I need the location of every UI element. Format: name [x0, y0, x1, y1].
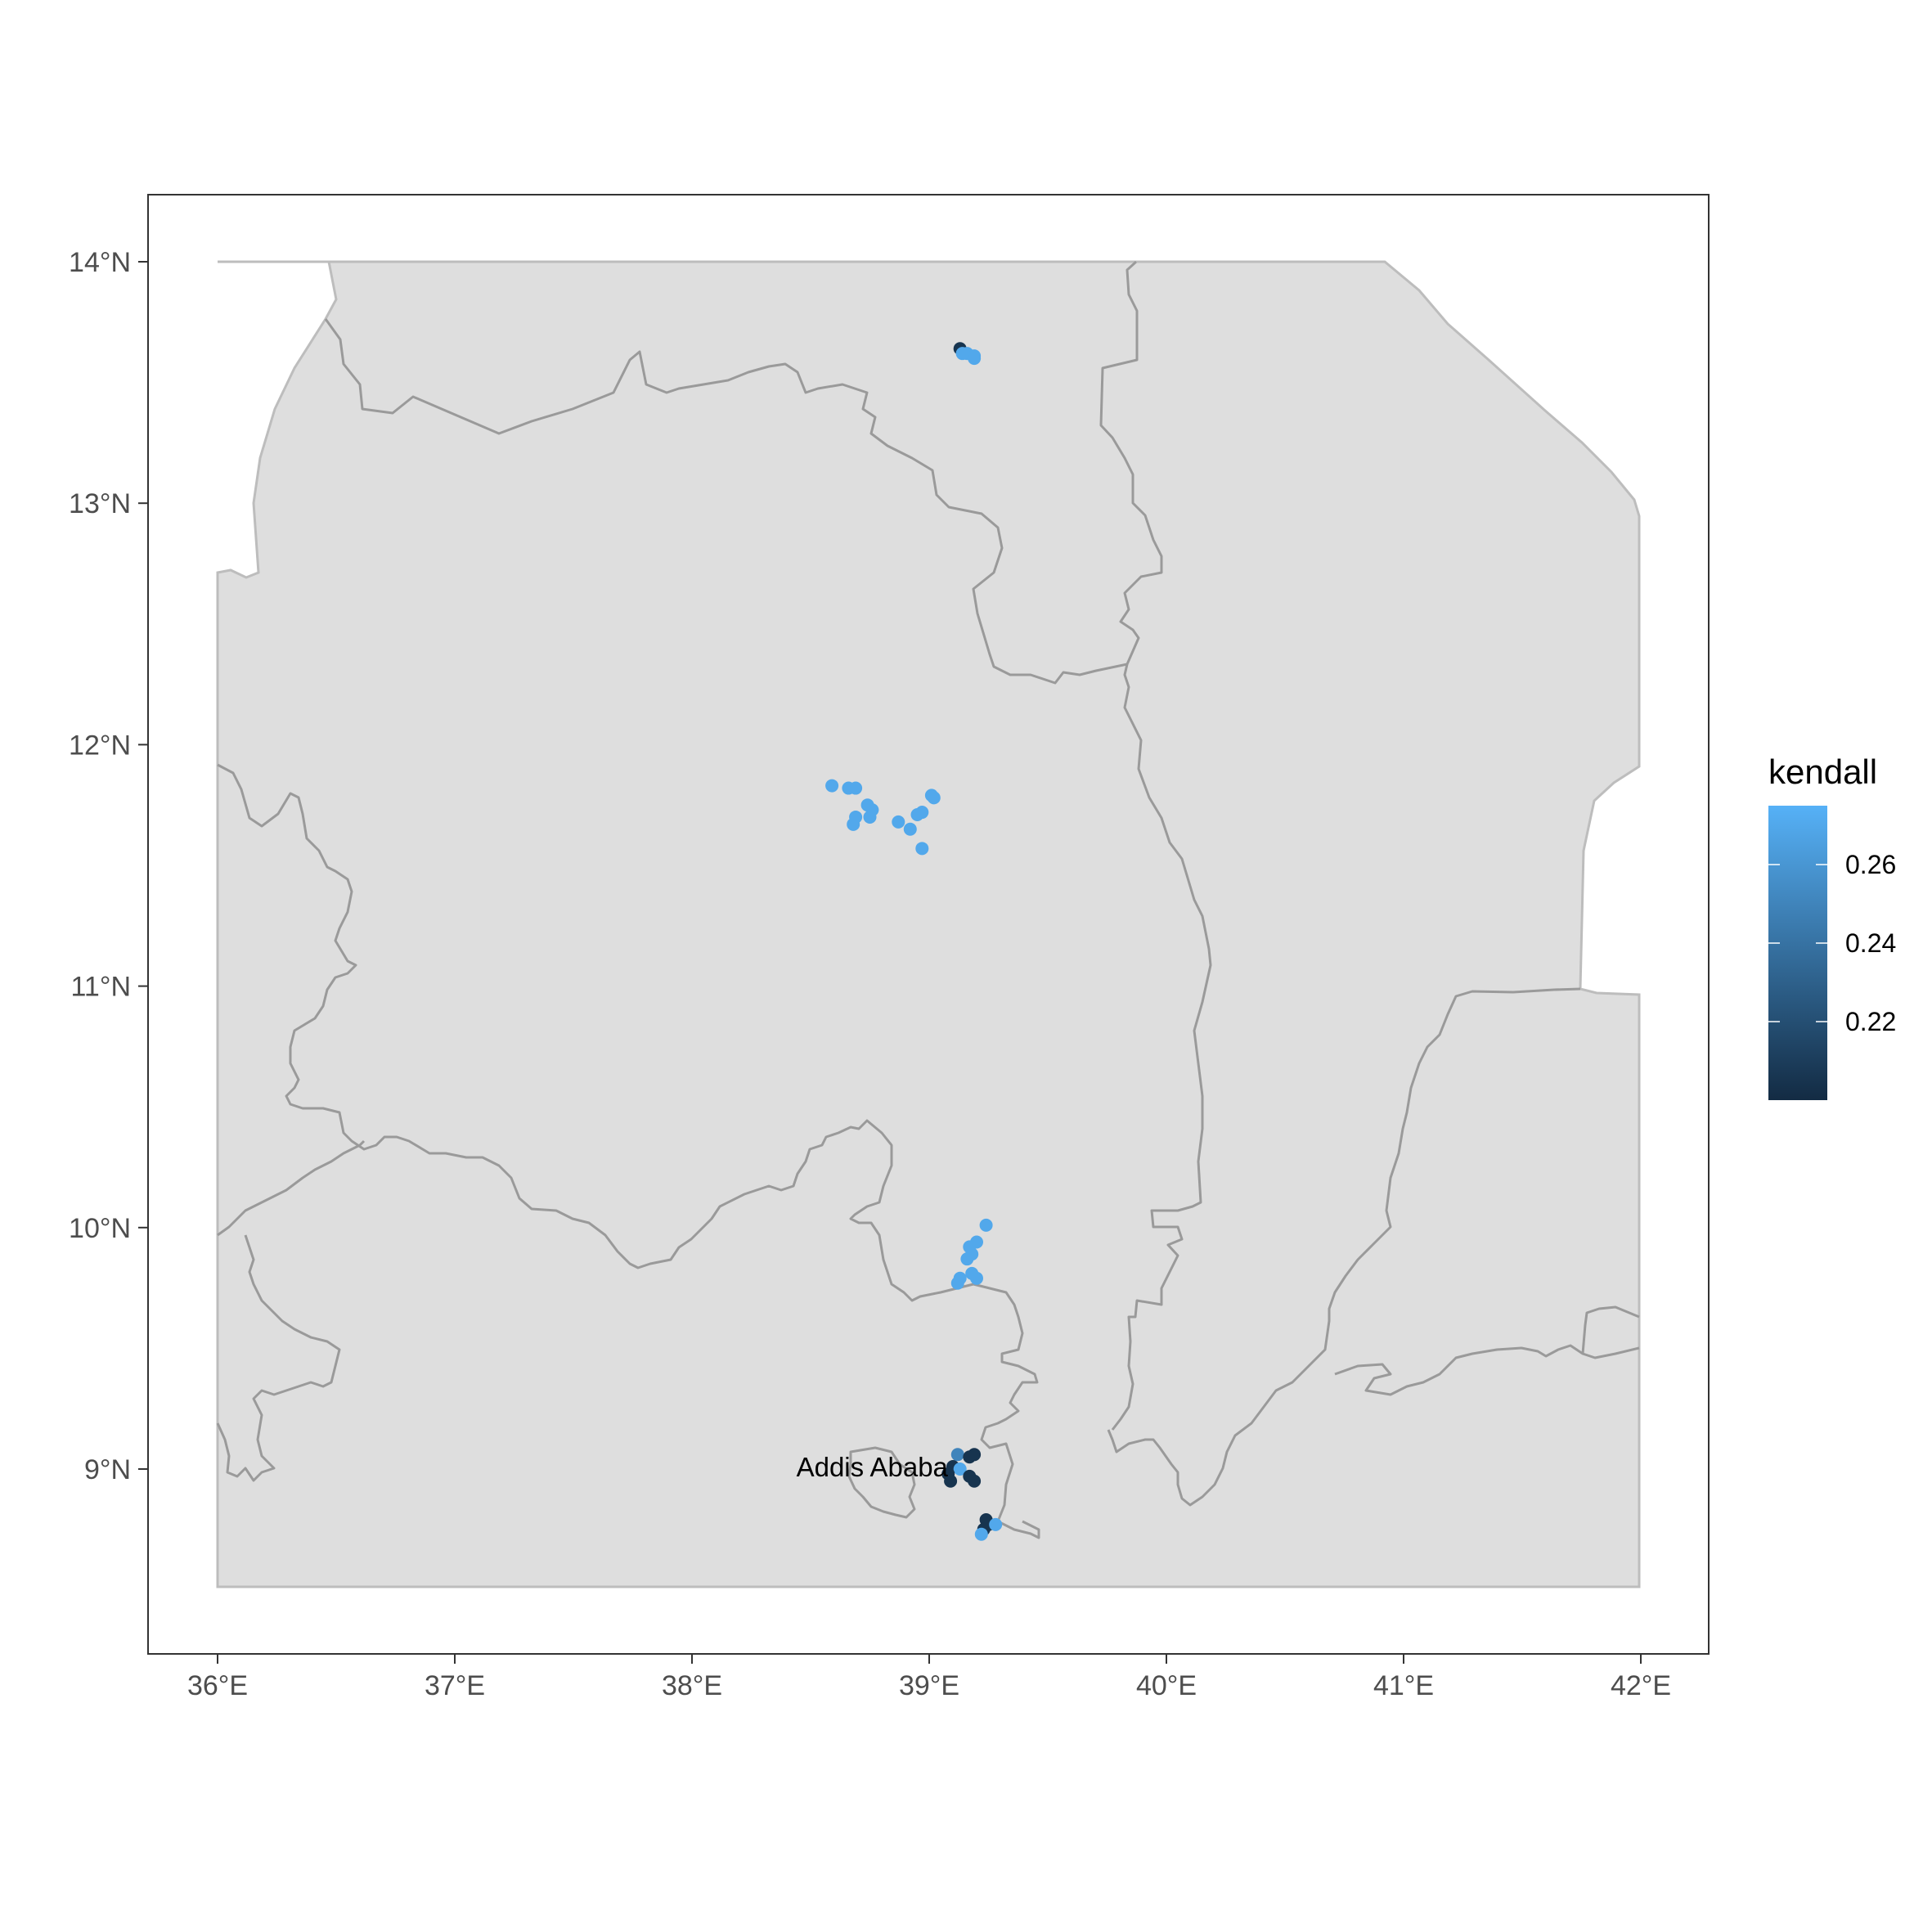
data-point [953, 1462, 967, 1476]
data-point [989, 1517, 1003, 1531]
legend: kendall 0.22 0.24 0.26 [1768, 753, 1896, 1100]
boundary-southwest [216, 1139, 366, 1482]
data-point [974, 1527, 988, 1541]
legend-ticks: 0.22 0.24 0.26 [1768, 850, 1896, 1036]
x-tick-label: 41°E [1373, 1670, 1434, 1701]
boundary-amhara-oromia-south [217, 763, 1040, 1539]
plot-panel: Addis Ababa [147, 194, 1710, 1655]
data-point [950, 1448, 964, 1462]
data-point [968, 352, 982, 366]
data-point [892, 815, 905, 829]
x-tick-label: 37°E [425, 1670, 485, 1701]
legend-tick-label: 0.24 [1845, 928, 1896, 958]
x-tick-label: 39°E [899, 1670, 959, 1701]
data-point [915, 806, 929, 820]
data-point [960, 1252, 974, 1266]
boundary-east [1107, 987, 1640, 1507]
data-point [970, 1271, 983, 1285]
legend-tick-label: 0.22 [1845, 1007, 1896, 1036]
boundary-tigray-amhara [324, 318, 1128, 685]
legend-tick-label: 0.26 [1845, 850, 1896, 879]
data-point [968, 1448, 982, 1462]
data-points [825, 342, 1003, 1541]
y-tick-label: 13°N [69, 488, 131, 519]
data-point [863, 810, 877, 824]
x-tick-label: 36°E [187, 1670, 248, 1701]
y-tick-label: 9°N [84, 1454, 131, 1485]
data-point [903, 822, 917, 836]
x-axis: 36°E 37°E 38°E 39°E 40°E 41°E 42°E [187, 1654, 1671, 1701]
legend-title: kendall [1768, 753, 1877, 791]
legend-colorbar [1768, 806, 1827, 1100]
land-region [216, 260, 1641, 1588]
data-point [927, 791, 941, 805]
data-point [915, 842, 929, 856]
data-point [825, 779, 839, 793]
data-point [944, 1474, 958, 1488]
boundary-addis-ababa [847, 1446, 916, 1519]
y-tick-label: 10°N [69, 1213, 131, 1244]
y-tick-label: 11°N [71, 972, 131, 1003]
y-axis: 9°N 10°N 11°N 12°N 13°N 14°N [69, 247, 148, 1485]
x-tick-label: 38°E [662, 1670, 722, 1701]
y-tick-label: 14°N [69, 247, 131, 278]
admin-boundaries [216, 260, 1640, 1539]
data-point [968, 1474, 982, 1488]
data-point [950, 1276, 964, 1290]
data-point [979, 1218, 993, 1232]
x-tick-label: 42°E [1611, 1670, 1671, 1701]
y-tick-label: 12°N [69, 730, 131, 761]
data-point [847, 817, 860, 831]
x-tick-label: 40°E [1136, 1670, 1197, 1701]
boundary-afar-west [1099, 260, 1212, 1431]
place-label-addis-ababa: Addis Ababa [797, 1452, 949, 1482]
data-point [849, 781, 863, 795]
